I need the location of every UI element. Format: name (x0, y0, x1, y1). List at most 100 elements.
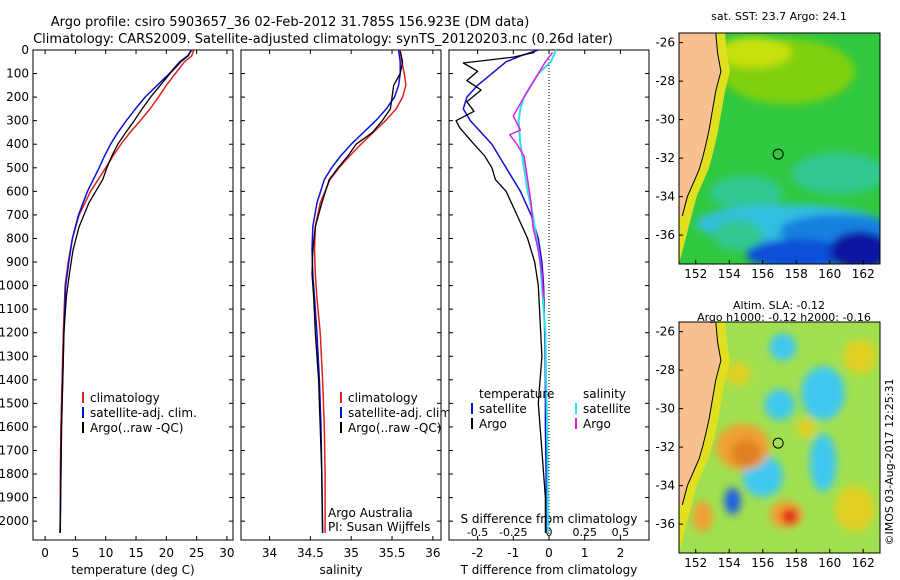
salinity-xlabel: salinity (319, 563, 362, 577)
sla_map-argo-marker (772, 437, 784, 449)
depth-tick-label: 1400 (0, 373, 29, 387)
depth-tick-label: 1800 (0, 467, 29, 481)
sla_map-coastline (681, 322, 722, 506)
depth-tick-label: 900 (6, 255, 29, 269)
temperature-panel: 0 5 10 15 20 25 30 temperature (deg C) 0 100 200 30… (0, 43, 235, 577)
sst_map-title: sat. SST: 23.7 Argo: 24.1 (711, 10, 847, 23)
sla_map-ytick-label: -36 (655, 517, 675, 531)
annotation-line: PI: Susan Wijffels (328, 520, 430, 534)
difference-xlabel: T difference from climatology (460, 563, 638, 577)
sst_map-ytick-label: -36 (655, 228, 675, 242)
sst_map-xtick-label: 160 (818, 267, 841, 281)
temperature-xtick-label: 30 (219, 546, 234, 560)
difference-xtick-label: 2 (617, 546, 625, 560)
depth-tick-label: 200 (6, 90, 29, 104)
sla_map-xtick-label: 156 (751, 556, 774, 570)
sst_map-color-zone (791, 152, 880, 195)
difference-xtick-label: -2 (472, 546, 484, 560)
depth-tick-label: 500 (6, 161, 29, 175)
sst_map-field (679, 33, 880, 264)
depth-tick-label: 1300 (0, 349, 29, 363)
sla_map-land (679, 322, 721, 505)
sst_map-ytick-label: -30 (655, 113, 675, 127)
legend-entry: satellite-adj. clim. (348, 406, 455, 420)
salinity-xtick-label: 36 (425, 546, 440, 560)
legend-entry: Argo(..raw -QC) (348, 421, 441, 435)
sla_map-frame (678, 321, 881, 554)
depth-tick-label: 300 (6, 114, 29, 128)
sst_map-xtick-label: 154 (718, 267, 741, 281)
sst_map-coastline (681, 33, 722, 217)
legend-entry-satellite: satellite (479, 402, 527, 416)
temperature-xtick-label: 5 (72, 546, 80, 560)
temperature-xtick-label: 25 (189, 546, 204, 560)
legend-header-temperature: temperature (479, 387, 554, 401)
sla_map-panel: 152 154 156 158 160 162 -26 -28 -30 -32 -34 -36 Alti… (655, 299, 881, 570)
sst_map-xtick-label: 162 (852, 267, 875, 281)
sst_map-color-zone (712, 219, 763, 251)
sst_map-zones (695, 36, 880, 264)
salinity-frame (240, 49, 442, 541)
temperature-xtick-label: 20 (159, 546, 174, 560)
depth-tick-label: 600 (6, 184, 29, 198)
annotation-line: Argo Australia (328, 506, 413, 520)
salinity-xtick-label: 34.5 (297, 546, 324, 560)
sla_map-xtick-label: 160 (818, 556, 841, 570)
temperature-xlabel: temperature (deg C) (71, 563, 194, 577)
sla_map-color-zone (769, 333, 797, 361)
legend-entry-argo: Argo (583, 417, 611, 431)
temperature-frame (32, 49, 234, 541)
sla_map-color-zone (843, 339, 877, 374)
sla_map-color-zone (796, 418, 817, 438)
sla_map-color-zone (764, 389, 795, 421)
difference-frame (448, 49, 650, 541)
sla_map-zones (692, 333, 877, 532)
sla_map-color-zone (801, 366, 845, 421)
salinity-diff-tick-label: 0 (546, 526, 553, 539)
legend-entry: satellite-adj. clim. (90, 406, 197, 420)
salinity-panel: 34 34.5 35 35.5 36 salinity climatologysatelli… (240, 49, 455, 577)
sst_map-color-zone (829, 231, 880, 264)
difference-series-temperature-argo (455, 51, 547, 533)
sla_map-xtick-label: 154 (718, 556, 741, 570)
sst_map-ytick-label: -34 (655, 190, 675, 204)
salinity-xtick-label: 35 (344, 546, 359, 560)
sla_map-subtitle: Argo h1000: -0.12 h2000: -0.16 (697, 311, 871, 324)
depth-tick-label: 1100 (0, 302, 29, 316)
difference-xtick-label: 1 (581, 546, 589, 560)
depth-tick-label: 1600 (0, 420, 29, 434)
depth-tick-label: 700 (6, 208, 29, 222)
sst_map-color-zone (717, 36, 792, 68)
temperature-xtick-label: 0 (41, 546, 49, 560)
sla_map-color-zone (834, 485, 875, 532)
sst_map-xtick-label: 156 (751, 267, 774, 281)
sla_map-ytick-label: -28 (655, 363, 675, 377)
sla_map-field (679, 322, 880, 553)
salinity-series-climatology (313, 49, 407, 533)
sla_map-ytick-label: -26 (655, 325, 675, 339)
legend-entry-satellite: satellite (583, 402, 631, 416)
sst_map-ytick-label: -28 (655, 74, 675, 88)
title-line-1: Argo profile: csiro 5903657_36 02-Feb-20… (51, 15, 530, 30)
salinity-series-satellite-adj-clim- (311, 49, 401, 533)
sst_map-color-zone (709, 175, 783, 211)
difference-xtick-label: -1 (507, 546, 519, 560)
salinity-diff-tick-label: 0.25 (572, 526, 597, 539)
sla_map-ytick-label: -34 (655, 479, 675, 493)
legend-entry: climatology (90, 391, 160, 405)
sst_map-land (679, 33, 721, 216)
depth-tick-label: 1900 (0, 491, 29, 505)
legend-entry: Argo(..raw -QC) (90, 421, 183, 435)
sst_map-xtick-label: 152 (684, 267, 707, 281)
salinity-diff-tick-label: -0.5 (467, 526, 488, 539)
legend-entry-argo: Argo (479, 417, 507, 431)
temperature-series-argo-raw-qc- (59, 50, 192, 533)
sst_map-frame (678, 32, 881, 265)
salinity-xtick-label: 35.5 (379, 546, 406, 560)
depth-tick-label: 100 (6, 67, 29, 81)
difference-series-salinity-argo (508, 51, 554, 298)
sla_map-xtick-label: 152 (684, 556, 707, 570)
sst_map-xtick-label: 158 (785, 267, 808, 281)
depth-tick-label: 1700 (0, 443, 29, 457)
depth-tick-label: 1500 (0, 396, 29, 410)
